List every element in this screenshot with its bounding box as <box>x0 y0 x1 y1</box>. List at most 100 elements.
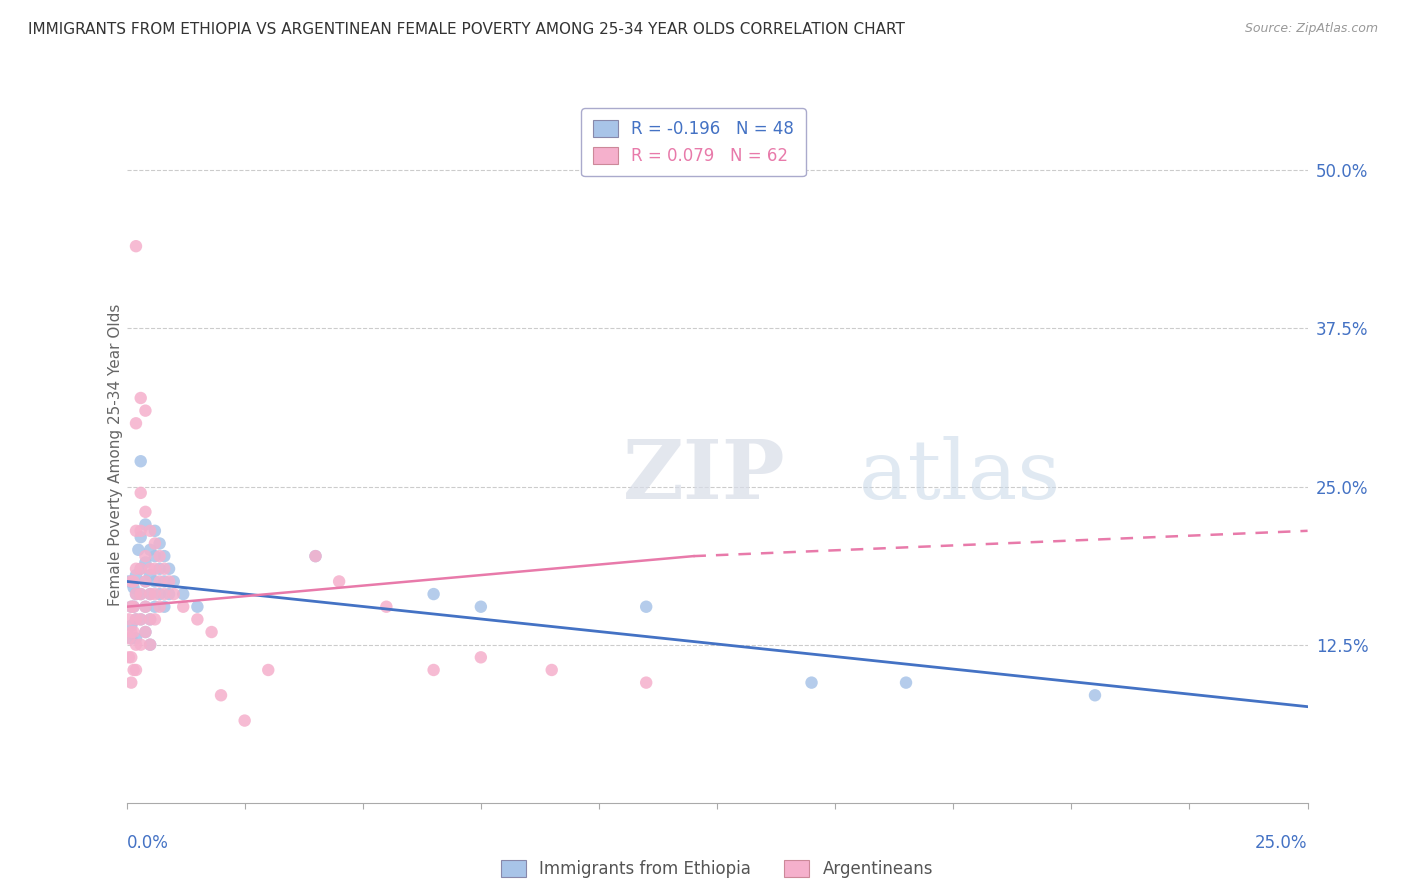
Point <box>125 612 148 626</box>
Point <box>129 486 152 500</box>
Point <box>153 562 176 576</box>
Point <box>129 454 152 468</box>
Point <box>143 612 166 626</box>
Point <box>125 587 148 601</box>
Text: IMMIGRANTS FROM ETHIOPIA VS ARGENTINEAN FEMALE POVERTY AMONG 25-34 YEAR OLDS COR: IMMIGRANTS FROM ETHIOPIA VS ARGENTINEAN … <box>28 22 905 37</box>
Point <box>129 612 152 626</box>
Point <box>139 612 162 626</box>
Point <box>134 625 156 640</box>
Point <box>149 562 172 576</box>
Point <box>172 599 194 614</box>
Text: ZIP: ZIP <box>623 436 785 516</box>
Point <box>139 587 162 601</box>
Point <box>125 568 148 582</box>
Point <box>894 675 917 690</box>
Point <box>422 587 444 601</box>
Point <box>129 562 152 576</box>
Point <box>139 568 162 582</box>
Point <box>125 417 148 431</box>
Point <box>636 599 658 614</box>
Point <box>233 714 256 728</box>
Point <box>157 574 180 589</box>
Point <box>120 632 142 646</box>
Point <box>153 587 176 601</box>
Point <box>129 562 152 576</box>
Point <box>157 562 180 576</box>
Point <box>143 574 166 589</box>
Point <box>122 599 145 614</box>
Point <box>139 587 162 601</box>
Point <box>134 517 156 532</box>
Point <box>134 549 156 563</box>
Point <box>120 625 142 640</box>
Point <box>118 612 141 626</box>
Point <box>127 542 149 557</box>
Point <box>118 574 141 589</box>
Point <box>120 599 142 614</box>
Point <box>257 663 280 677</box>
Point <box>186 612 208 626</box>
Point <box>139 524 162 538</box>
Point <box>134 599 156 614</box>
Point <box>129 391 152 405</box>
Point <box>470 650 492 665</box>
Point <box>157 587 180 601</box>
Point <box>129 587 152 601</box>
Text: Source: ZipAtlas.com: Source: ZipAtlas.com <box>1244 22 1378 36</box>
Point <box>636 675 658 690</box>
Point <box>129 638 152 652</box>
Point <box>304 549 326 563</box>
Point <box>163 574 186 589</box>
Text: 25.0%: 25.0% <box>1256 834 1308 852</box>
Point <box>134 403 156 417</box>
Point <box>125 632 148 646</box>
Point <box>1084 688 1107 702</box>
Point <box>125 239 148 253</box>
Point <box>153 574 176 589</box>
Point <box>304 549 326 563</box>
Point <box>120 599 142 614</box>
Point <box>118 632 141 646</box>
Point <box>125 587 148 601</box>
Point <box>122 599 145 614</box>
Point <box>470 599 492 614</box>
Point <box>134 556 156 570</box>
Point <box>122 625 145 640</box>
Legend: Immigrants from Ethiopia, Argentineans: Immigrants from Ethiopia, Argentineans <box>494 854 941 885</box>
Point <box>143 587 166 601</box>
Point <box>122 663 145 677</box>
Point <box>122 581 145 595</box>
Point <box>125 612 148 626</box>
Point <box>134 505 156 519</box>
Point <box>149 587 172 601</box>
Point <box>125 524 148 538</box>
Point <box>422 663 444 677</box>
Point <box>186 599 208 614</box>
Point <box>134 625 156 640</box>
Point <box>172 587 194 601</box>
Point <box>120 574 142 589</box>
Point <box>149 549 172 563</box>
Point <box>375 599 398 614</box>
Point <box>143 536 166 550</box>
Point <box>143 562 166 576</box>
Point <box>328 574 350 589</box>
Point <box>163 587 186 601</box>
Point <box>134 574 156 589</box>
Point <box>129 530 152 544</box>
Point <box>143 524 166 538</box>
Point <box>125 663 148 677</box>
Point <box>143 549 166 563</box>
Point <box>129 587 152 601</box>
Point <box>209 688 232 702</box>
Point <box>139 562 162 576</box>
Text: 0.0%: 0.0% <box>127 834 169 852</box>
Point <box>139 612 162 626</box>
Point <box>122 574 145 589</box>
Point <box>153 599 176 614</box>
Point <box>139 542 162 557</box>
Y-axis label: Female Poverty Among 25-34 Year Olds: Female Poverty Among 25-34 Year Olds <box>108 304 122 606</box>
Point <box>118 650 141 665</box>
Point <box>134 574 156 589</box>
Point <box>800 675 823 690</box>
